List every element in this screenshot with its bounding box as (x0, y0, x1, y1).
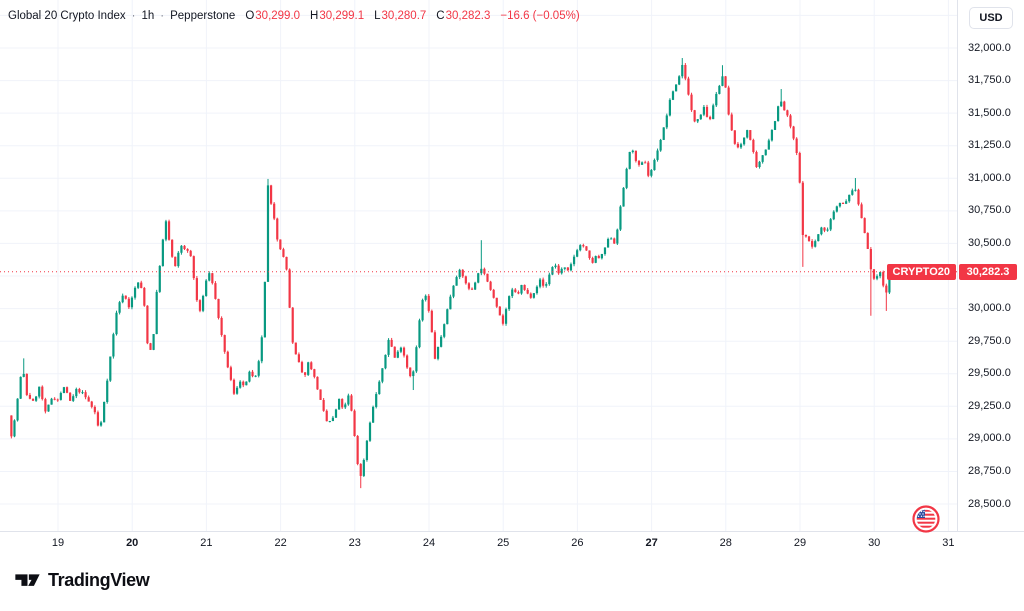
time-axis-label: 22 (274, 537, 287, 549)
price-axis-label: 31,750.0 (968, 74, 1011, 87)
chart-legend: Global 20 Crypto Index · 1h · Pepperston… (8, 8, 580, 24)
price-axis-label: 29,250.0 (968, 399, 1011, 412)
high-label: H30,299.1 (310, 10, 365, 22)
price-axis[interactable]: USD 32,000.0 31,750.0 31,500.0 31,250.0 31,0… (958, 0, 1024, 531)
time-axis-separator (0, 531, 1024, 532)
time-axis[interactable]: 19 20 21 22 23 24 25 26 27 28 29 30 31 (0, 532, 958, 556)
low-label: L30,280.7 (374, 10, 427, 22)
price-axis-label: 32,000.0 (968, 41, 1011, 54)
time-axis-label: 25 (497, 537, 510, 549)
time-axis-label: 31 (942, 537, 955, 549)
price-axis-separator (957, 0, 958, 532)
time-axis-label: 20 (126, 537, 139, 549)
change-value: −16.6 (−0.05%) (500, 10, 580, 22)
price-axis-label: 28,750.0 (968, 465, 1011, 477)
time-axis-label: 29 (793, 537, 807, 549)
currency-usd-button[interactable]: USD (969, 7, 1013, 29)
price-axis-label: 30,750.0 (968, 204, 1011, 217)
time-axis-label: 24 (422, 537, 436, 549)
time-axis-label: 26 (571, 537, 584, 549)
price-axis-label: 29,000.0 (968, 432, 1011, 445)
price-axis-label: 29,750.0 (968, 334, 1011, 347)
legend-separator: · (160, 10, 165, 22)
provider-label[interactable]: Pepperstone (170, 10, 236, 22)
price-axis-label: 31,500.0 (968, 106, 1011, 119)
tradingview-logo-text: TradingView (48, 570, 150, 590)
low-value: 30,280.7 (381, 10, 427, 22)
time-axis-label: 21 (200, 537, 213, 549)
high-value: 30,299.1 (319, 10, 365, 22)
last-price-value-tag[interactable]: 30,282.3 (959, 264, 1017, 280)
open-label: O30,299.0 (245, 10, 301, 22)
time-axis-label: 23 (348, 537, 361, 549)
interval-label[interactable]: 1h (141, 10, 155, 22)
price-axis-label: 28,500.0 (968, 497, 1011, 510)
last-price-symbol-tag[interactable]: CRYPTO20 (886, 264, 956, 280)
legend-separator: · (131, 10, 136, 22)
symbol-title[interactable]: Global 20 Crypto Index (8, 10, 126, 22)
price-axis-label: 31,000.0 (968, 171, 1011, 184)
tradingview-logo-icon (15, 574, 40, 586)
price-axis-label: 31,250.0 (968, 139, 1011, 152)
chart-pane[interactable] (0, 0, 958, 531)
time-axis-label: 19 (51, 537, 65, 549)
time-axis-label: 30 (868, 537, 881, 549)
time-axis-label: 28 (719, 537, 732, 549)
open-value: 30,299.0 (255, 10, 301, 22)
close-label: C30,282.3 (436, 10, 491, 22)
price-axis-label: 29,500.0 (968, 367, 1011, 380)
price-axis-label: 30,000.0 (968, 302, 1011, 315)
time-axis-label: 27 (645, 537, 658, 549)
candlestick-chart[interactable] (0, 0, 958, 531)
price-axis-label: 30,500.0 (968, 236, 1011, 249)
close-value: 30,282.3 (445, 10, 491, 22)
tradingview-attribution[interactable]: TradingView (14, 567, 150, 594)
us-flag-icon[interactable] (912, 505, 940, 533)
